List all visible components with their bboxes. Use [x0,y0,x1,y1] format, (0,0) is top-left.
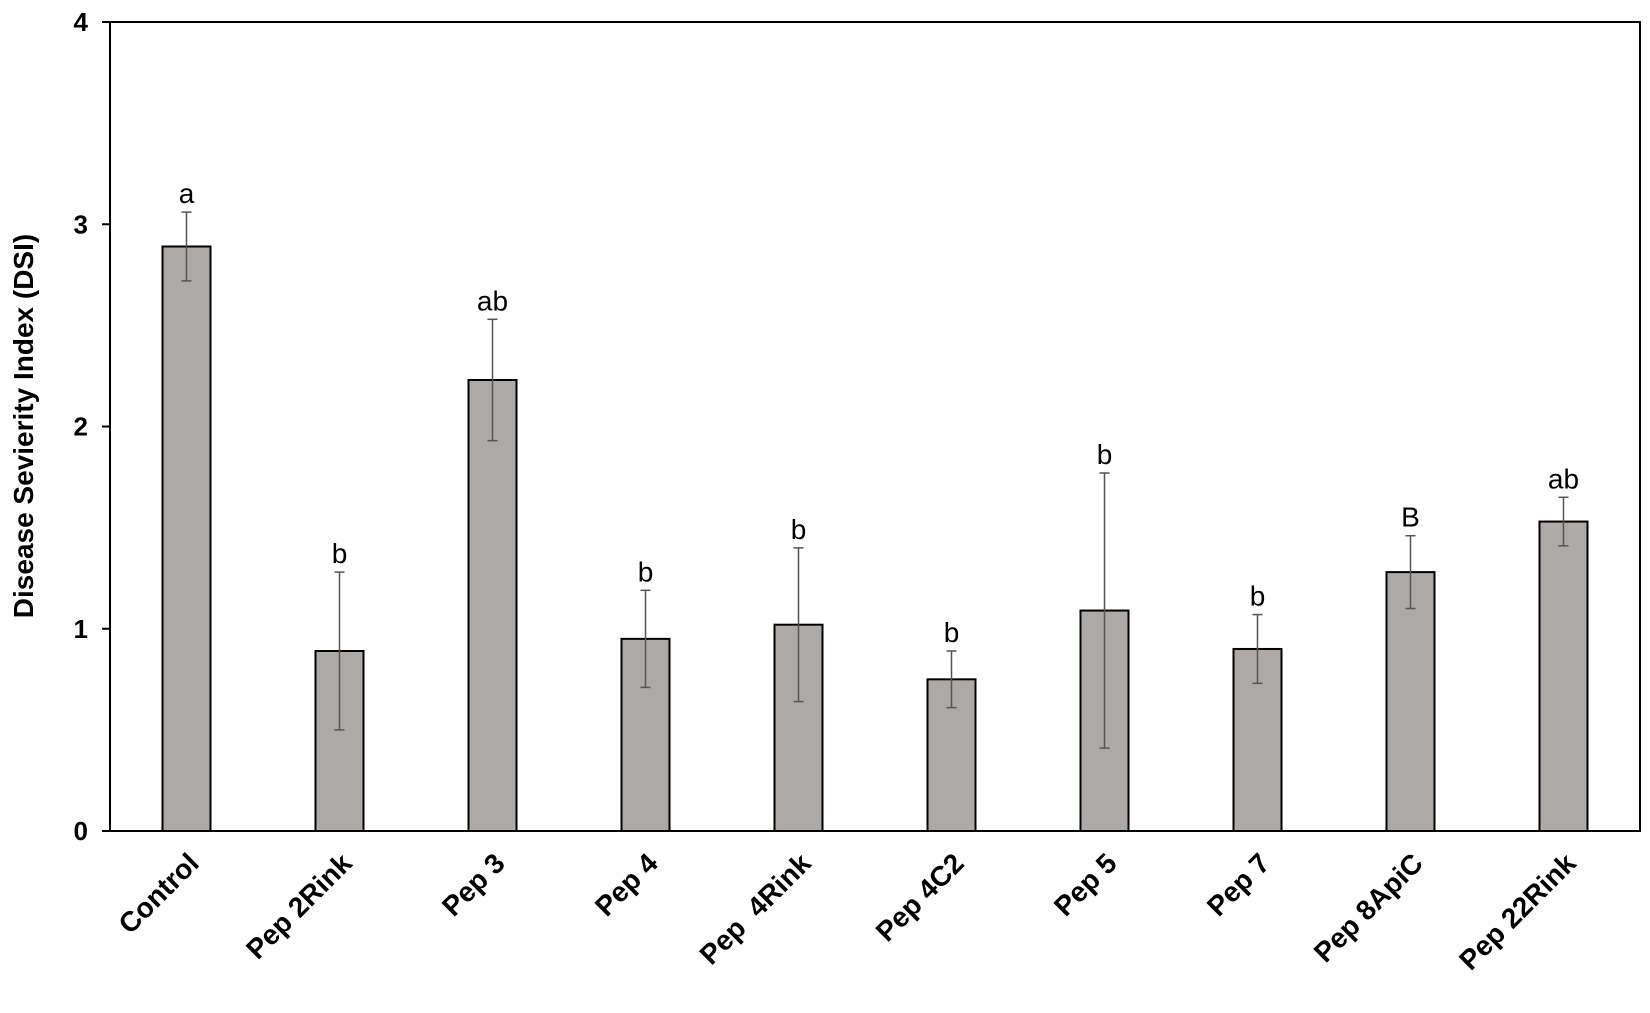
significance-label: b [1250,581,1266,612]
x-tick-label: Pep 7 [1201,847,1276,922]
bar [467,378,518,832]
y-tick-label: 2 [74,412,88,442]
bar [1538,520,1589,832]
bar [1232,647,1283,832]
bar [1385,571,1436,832]
significance-label: B [1401,502,1420,533]
x-tick-label: Control [112,847,204,939]
x-tick-label: Pep 4Rink [694,847,817,970]
y-tick-label: 1 [74,614,88,644]
x-axis: Control Pep 2Rink Pep 3 Pep 4 Pep 4Rink Pep 4… [112,847,1582,976]
significance-label: b [1097,439,1113,470]
significance-label: ab [477,285,508,316]
significance-label: ab [1548,463,1579,494]
x-tick-label: Pep 4 [589,847,664,922]
x-tick-label: Pep 5 [1048,847,1123,922]
significance-label: b [638,556,654,587]
significance-label: b [944,617,960,648]
bar [314,649,365,832]
significance-label: a [179,178,195,209]
x-tick-label: Pep 22Rink [1453,847,1582,976]
y-axis-title: Disease Sevierity Index (DSI) [8,234,39,618]
y-tick-label: 0 [74,816,88,846]
x-tick-label: Pep 2Rink [240,847,358,965]
y-axis: 0 1 2 3 4 [74,7,110,846]
x-tick-label: Pep 3 [436,847,511,922]
x-tick-label: Pep 8ApiC [1308,847,1429,968]
significance-label: b [791,514,807,545]
x-tick-label: Pep 4C2 [870,847,970,947]
significance-label: b [332,538,348,569]
y-tick-label: 4 [74,7,89,37]
bar [161,245,212,832]
y-tick-label: 3 [74,209,88,239]
